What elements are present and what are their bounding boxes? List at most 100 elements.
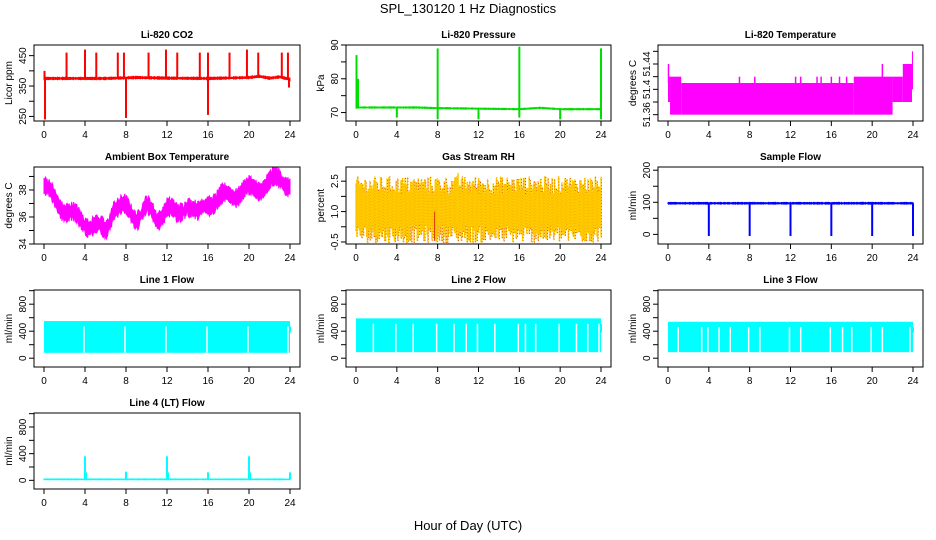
y-tick-label: 400 — [642, 322, 653, 339]
data-series — [44, 321, 291, 353]
x-tick-label: 0 — [353, 253, 359, 264]
panel-title: Line 1 Flow — [140, 275, 195, 286]
x-tick-label: 12 — [473, 130, 485, 141]
data-area — [892, 76, 903, 102]
data-area — [44, 321, 290, 353]
y-tick-label: 800 — [18, 295, 29, 312]
panel-title: Line 3 Flow — [763, 275, 818, 286]
x-tick-label: 4 — [706, 130, 712, 141]
y-axis-label: Licor ppm — [4, 61, 15, 105]
y-tick-label: 0 — [330, 355, 341, 361]
data-area — [670, 76, 682, 115]
y-axis-label: degrees C — [628, 60, 639, 106]
x-tick-label: 24 — [595, 130, 607, 141]
y-tick-label: 450 — [18, 47, 29, 64]
x-tick-label: 20 — [243, 253, 255, 264]
x-tick-label: 8 — [747, 376, 753, 387]
panel-title: Sample Flow — [760, 152, 821, 163]
x-tick-label: 16 — [826, 376, 838, 387]
x-tick-label: 0 — [665, 253, 671, 264]
x-tick-label: 20 — [555, 376, 567, 387]
x-tick-label: 12 — [473, 253, 485, 264]
y-tick-label: 70 — [330, 107, 341, 119]
x-tick-label: 8 — [747, 130, 753, 141]
x-tick-label: 12 — [161, 130, 173, 141]
panel-title: Li-820 CO2 — [141, 30, 194, 41]
x-tick-label: 20 — [243, 130, 255, 141]
x-tick-label: 0 — [41, 253, 47, 264]
x-tick-label: 8 — [123, 130, 129, 141]
y-tick-label: 800 — [642, 295, 653, 312]
data-area — [853, 76, 893, 115]
x-tick-label: 20 — [555, 253, 567, 264]
x-tick-label: 8 — [435, 130, 441, 141]
y-tick-label: -0.5 — [330, 233, 341, 251]
x-tick-label: 24 — [907, 253, 919, 264]
y-tick-label: 800 — [330, 295, 341, 312]
x-tick-label: 4 — [706, 253, 712, 264]
y-tick-label: 800 — [18, 418, 29, 435]
panel-title: Ambient Box Temperature — [105, 152, 230, 163]
x-tick-label: 8 — [747, 253, 753, 264]
x-tick-label: 8 — [123, 253, 129, 264]
x-tick-label: 0 — [41, 376, 47, 387]
panel-title: Line 4 (LT) Flow — [129, 398, 205, 409]
y-tick-label: 51.36 — [642, 102, 653, 127]
panel-title: Li-820 Pressure — [441, 30, 516, 41]
x-axis-label: Hour of Day (UTC) — [413, 518, 523, 533]
y-tick-label: 51.4 — [642, 79, 653, 99]
x-tick-label: 12 — [161, 498, 173, 509]
x-tick-label: 8 — [435, 376, 441, 387]
x-tick-label: 12 — [473, 376, 485, 387]
y-tick-label: 400 — [18, 445, 29, 462]
x-tick-label: 20 — [867, 253, 879, 264]
panel-li-820-temperature: Li-820 Temperature 0 4 8 12 16 20 24 51.36 51.4 51… — [628, 30, 924, 141]
x-tick-label: 20 — [867, 376, 879, 387]
y-axis-label: ml/min — [628, 314, 639, 343]
data-series — [43, 456, 291, 481]
y-axis-label: ml/min — [4, 314, 15, 343]
y-axis-label: ml/min — [628, 191, 639, 220]
x-tick-label: 24 — [284, 498, 296, 509]
y-tick-label: 100 — [642, 194, 653, 211]
x-tick-label: 8 — [123, 376, 129, 387]
panel-sample-flow: Sample Flow 0 4 8 12 16 20 24 0 100 200 ml/min — [628, 152, 924, 264]
x-tick-label: 12 — [785, 130, 797, 141]
x-tick-label: 4 — [82, 130, 88, 141]
y-axis-label: ml/min — [316, 314, 327, 343]
x-tick-label: 20 — [867, 130, 879, 141]
y-axis-label: ml/min — [4, 436, 15, 465]
y-tick-label: 0 — [642, 355, 653, 361]
y-tick-label: 90 — [330, 39, 341, 51]
x-tick-label: 12 — [785, 376, 797, 387]
panel-gas-stream-rh: Gas Stream RH 0 4 8 12 16 20 24 -0.5 1.0 2.5percen… — [316, 152, 612, 264]
data-band — [43, 167, 291, 241]
y-tick-label: 0 — [642, 231, 653, 237]
data-area — [356, 318, 601, 353]
x-tick-label: 16 — [514, 130, 526, 141]
data-series — [668, 321, 914, 353]
x-tick-label: 8 — [435, 253, 441, 264]
data-area — [911, 51, 913, 90]
x-tick-label: 0 — [41, 498, 47, 509]
x-tick-label: 4 — [706, 376, 712, 387]
data-series — [667, 51, 913, 115]
y-tick-label: 51.44 — [642, 51, 653, 76]
x-tick-label: 4 — [394, 130, 400, 141]
y-axis-label: degrees C — [4, 182, 15, 228]
x-tick-label: 24 — [284, 130, 296, 141]
y-tick-label: 80 — [330, 73, 341, 85]
data-area — [668, 76, 671, 102]
y-tick-label: 0 — [18, 355, 29, 361]
x-tick-label: 12 — [785, 253, 797, 264]
x-tick-label: 4 — [394, 253, 400, 264]
x-tick-label: 24 — [284, 376, 296, 387]
y-tick-label: 200 — [642, 161, 653, 178]
x-tick-label: 20 — [243, 498, 255, 509]
plot-frame — [33, 44, 301, 122]
y-tick-label: 0 — [18, 477, 29, 483]
panel-ambient-box-temperature: Ambient Box Temperature 0 4 8 12 16 20 24 34 36 38… — [4, 152, 301, 264]
